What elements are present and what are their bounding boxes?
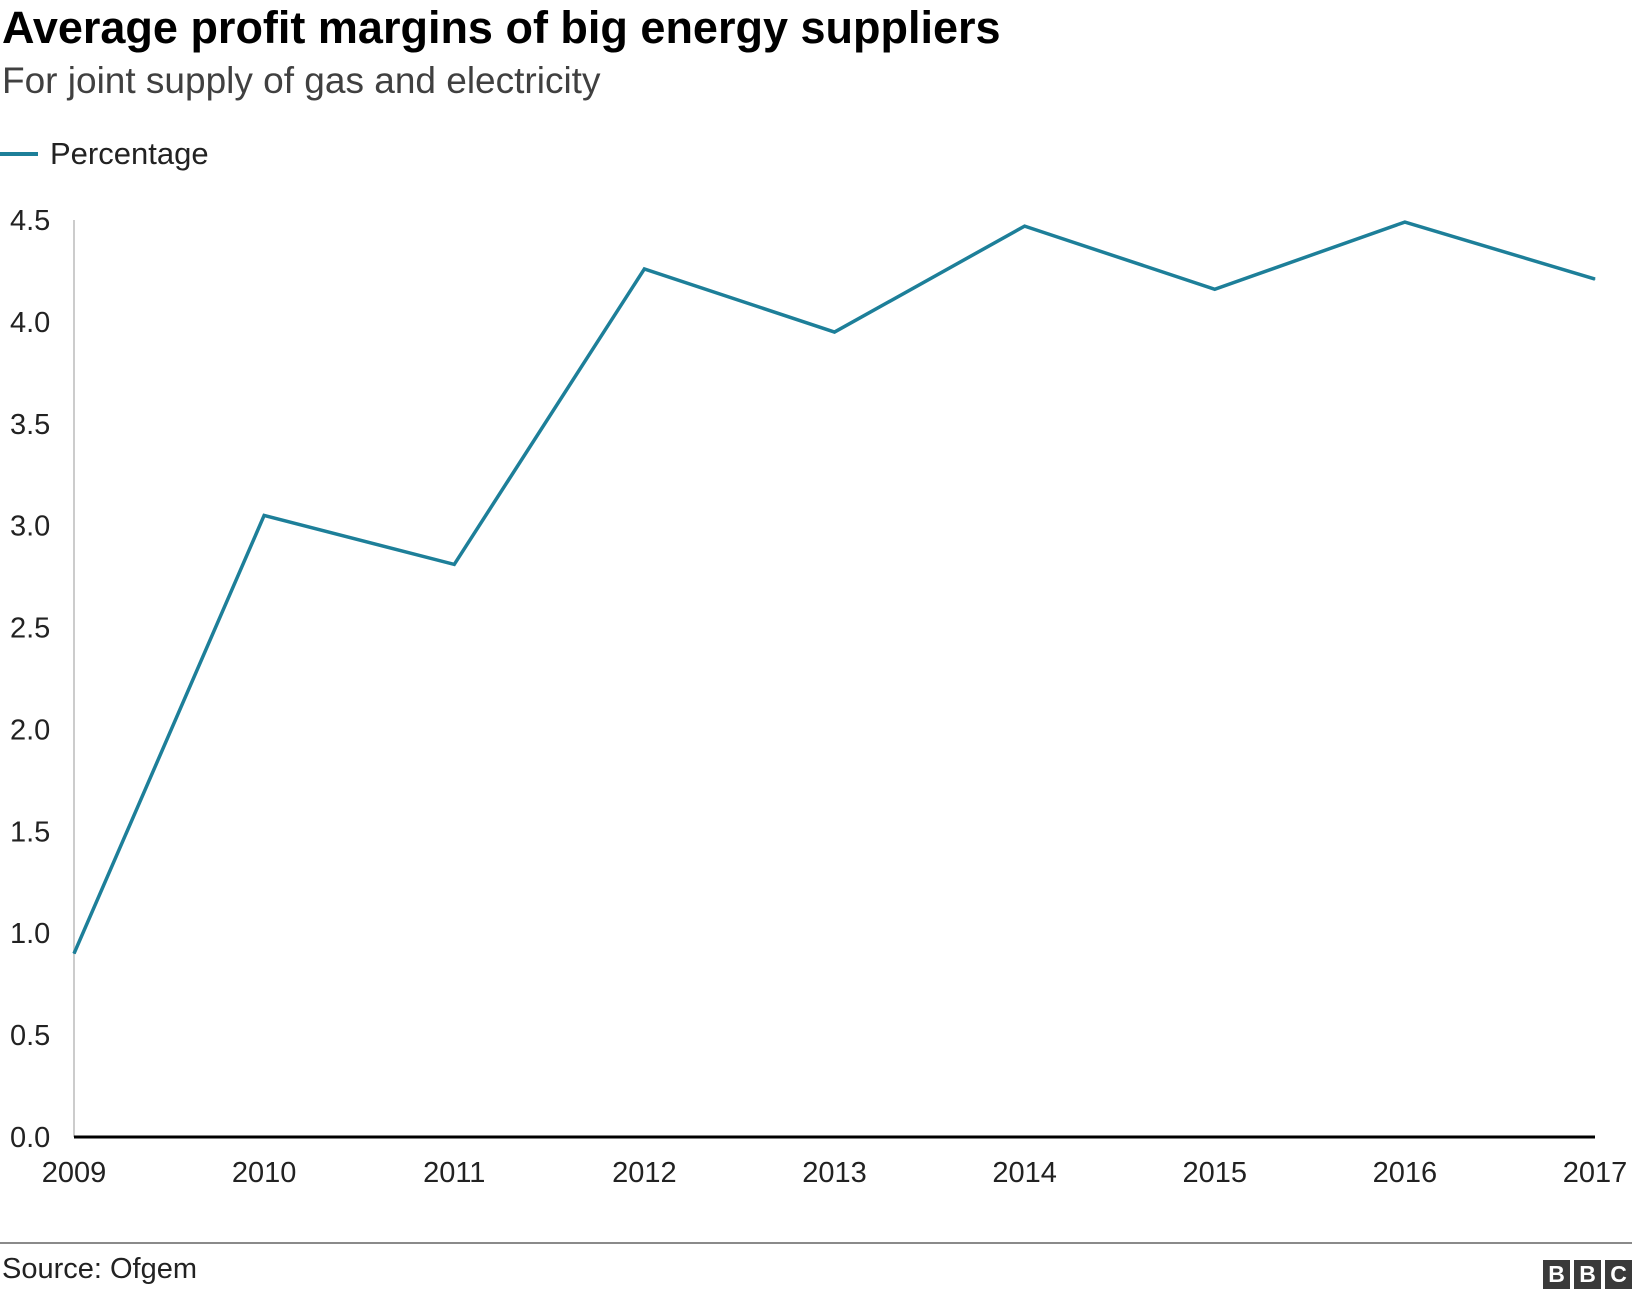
legend: Percentage	[0, 134, 209, 174]
x-tick-label: 2013	[802, 1157, 867, 1189]
y-tick-label: 0.5	[10, 1020, 50, 1052]
footer-divider	[0, 1242, 1632, 1244]
legend-swatch	[0, 152, 38, 156]
data-point	[834, 331, 835, 333]
x-tick-label: 2015	[1182, 1157, 1247, 1189]
chart-title: Average profit margins of big energy sup…	[2, 2, 1001, 53]
y-tick-label: 4.0	[10, 307, 50, 339]
x-tick-label: 2010	[232, 1157, 297, 1189]
x-tick-label: 2011	[423, 1157, 485, 1189]
chart-subtitle: For joint supply of gas and electricity	[2, 60, 601, 101]
x-tick-label: 2014	[992, 1157, 1057, 1189]
data-point	[453, 563, 455, 565]
y-tick-label: 0.0	[10, 1122, 50, 1154]
data-point	[643, 268, 645, 270]
bbc-logo-block: B	[1543, 1260, 1570, 1289]
bbc-logo: B B C	[1543, 1260, 1632, 1289]
x-tick-label: 2009	[42, 1157, 107, 1189]
x-tick-label: 2012	[612, 1157, 677, 1189]
data-point	[263, 514, 265, 516]
x-tick-label: 2016	[1373, 1157, 1438, 1189]
y-tick-label: 2.5	[10, 613, 50, 645]
y-tick-label: 3.5	[10, 409, 50, 441]
bbc-logo-block: C	[1605, 1260, 1632, 1289]
line-chart: 0.0 0.5 1.0 1.5 2.0 2.5 3.0 3.5 4.0 4.5 2009 2010 20…	[10, 205, 1628, 1189]
y-tick-label: 1.5	[10, 816, 50, 848]
legend-label: Percentage	[50, 136, 209, 171]
y-tick-label: 1.0	[10, 918, 50, 950]
data-point	[1214, 288, 1216, 290]
x-tick-label: 2017	[1563, 1157, 1628, 1189]
y-tick-label: 2.0	[10, 714, 50, 746]
data-point	[1024, 225, 1026, 227]
data-point	[1404, 221, 1406, 223]
data-point	[73, 953, 75, 955]
y-tick-label: 4.5	[10, 205, 50, 237]
y-tick-label: 3.0	[10, 511, 50, 543]
bbc-logo-block: B	[1574, 1260, 1601, 1289]
source-note: Source: Ofgem	[2, 1253, 198, 1285]
data-point	[1594, 278, 1596, 280]
